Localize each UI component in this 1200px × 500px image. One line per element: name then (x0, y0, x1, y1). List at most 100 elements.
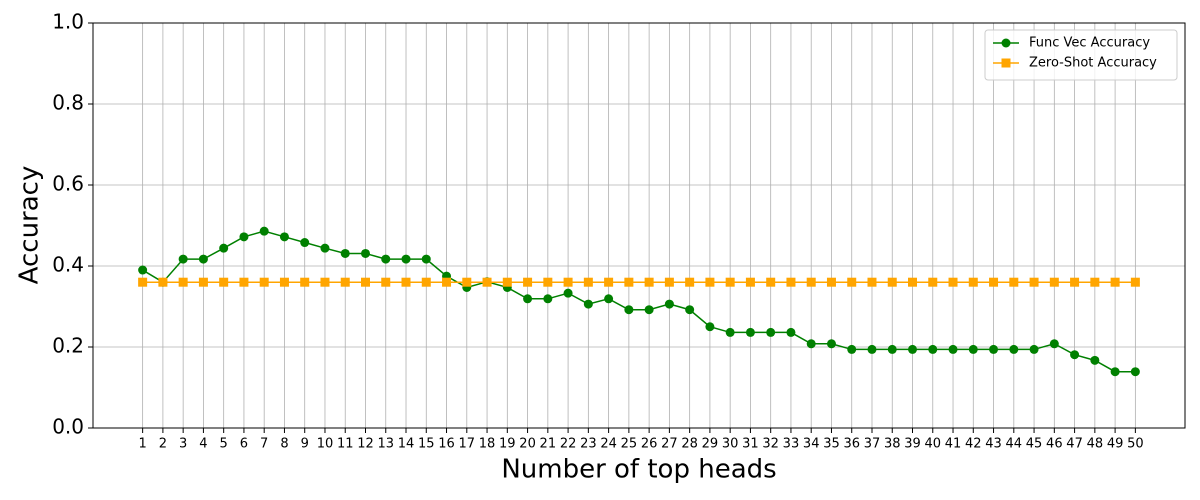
x-tick-label: 34 (803, 437, 820, 452)
x-tick-label: 36 (843, 437, 860, 452)
legend-marker (1001, 58, 1011, 68)
x-tick-label: 17 (459, 437, 476, 452)
x-tick-label: 50 (1127, 437, 1144, 452)
data-point (826, 339, 836, 349)
x-tick-label: 42 (965, 437, 982, 452)
data-point (198, 254, 208, 264)
data-point (766, 327, 776, 337)
x-tick-label: 35 (823, 437, 840, 452)
data-point (360, 277, 370, 287)
x-tick-label: 31 (742, 437, 759, 452)
legend-label: Func Vec Accuracy (1029, 36, 1150, 51)
data-point (1049, 277, 1059, 287)
data-point (259, 277, 269, 287)
data-point (219, 243, 229, 253)
x-tick-label: 38 (884, 437, 901, 452)
data-point (604, 277, 614, 287)
data-point (1029, 344, 1039, 354)
data-point (948, 277, 958, 287)
data-point (543, 277, 553, 287)
data-point (806, 339, 816, 349)
x-tick-label: 40 (924, 437, 941, 452)
data-point (1090, 355, 1100, 365)
data-point (685, 277, 695, 287)
x-tick-label: 49 (1107, 437, 1124, 452)
data-point (421, 277, 431, 287)
data-point (908, 344, 918, 354)
x-tick-label: 48 (1087, 437, 1104, 452)
x-tick-label: 8 (280, 437, 288, 452)
x-tick-label: 45 (1026, 437, 1043, 452)
data-point (725, 327, 735, 337)
data-point (847, 344, 857, 354)
x-tick-label: 20 (519, 437, 536, 452)
x-tick-label: 11 (337, 437, 354, 452)
x-tick-label: 29 (702, 437, 719, 452)
data-point (178, 254, 188, 264)
data-point (604, 294, 614, 304)
x-tick-label: 47 (1066, 437, 1083, 452)
data-point (806, 277, 816, 287)
x-tick-label: 5 (220, 437, 228, 452)
data-point (989, 344, 999, 354)
x-tick-label: 33 (783, 437, 800, 452)
data-point (624, 277, 634, 287)
data-point (462, 277, 472, 287)
legend-label: Zero-Shot Accuracy (1029, 56, 1157, 71)
data-point (968, 277, 978, 287)
legend-marker (1001, 38, 1011, 48)
data-point (1130, 277, 1140, 287)
x-tick-label: 15 (418, 437, 435, 452)
data-point (1070, 350, 1080, 360)
data-point (644, 277, 654, 287)
data-point (259, 226, 269, 236)
data-point (340, 277, 350, 287)
data-point (279, 277, 289, 287)
data-point (826, 277, 836, 287)
x-tick-label: 43 (985, 437, 1002, 452)
x-tick-label: 1 (138, 437, 146, 452)
x-tick-label: 25 (621, 437, 638, 452)
data-point (989, 277, 999, 287)
data-point (583, 277, 593, 287)
data-point (219, 277, 229, 287)
data-point (1009, 344, 1019, 354)
y-tick-label: 0.0 (52, 415, 84, 439)
data-point (239, 277, 249, 287)
data-point (320, 243, 330, 253)
x-tick-label: 23 (580, 437, 597, 452)
data-point (705, 277, 715, 287)
data-point (948, 344, 958, 354)
data-point (1049, 339, 1059, 349)
data-point (320, 277, 330, 287)
plot-frame (92, 22, 1186, 429)
data-point (421, 254, 431, 264)
data-point (138, 265, 148, 275)
data-point (178, 277, 188, 287)
data-point (644, 305, 654, 315)
data-point (766, 277, 776, 287)
data-point (847, 277, 857, 287)
x-tick-label: 12 (357, 437, 374, 452)
data-point (502, 277, 512, 287)
x-tick-label: 22 (560, 437, 577, 452)
data-point (745, 277, 755, 287)
data-point (401, 254, 411, 264)
x-tick-label: 28 (681, 437, 698, 452)
data-point (482, 277, 492, 287)
data-point (786, 327, 796, 337)
data-point (158, 277, 168, 287)
x-tick-label: 32 (762, 437, 779, 452)
x-tick-label: 19 (499, 437, 516, 452)
data-point (442, 277, 452, 287)
data-point (928, 344, 938, 354)
y-axis-label: Accuracy (15, 166, 45, 285)
y-tick-label: 1.0 (52, 10, 84, 34)
data-point (381, 254, 391, 264)
data-point (279, 232, 289, 242)
x-tick-label: 4 (199, 437, 207, 452)
x-tick-label: 6 (240, 437, 248, 452)
y-tick-label: 0.2 (52, 334, 84, 358)
legend-box (984, 29, 1178, 81)
data-point (685, 305, 695, 315)
